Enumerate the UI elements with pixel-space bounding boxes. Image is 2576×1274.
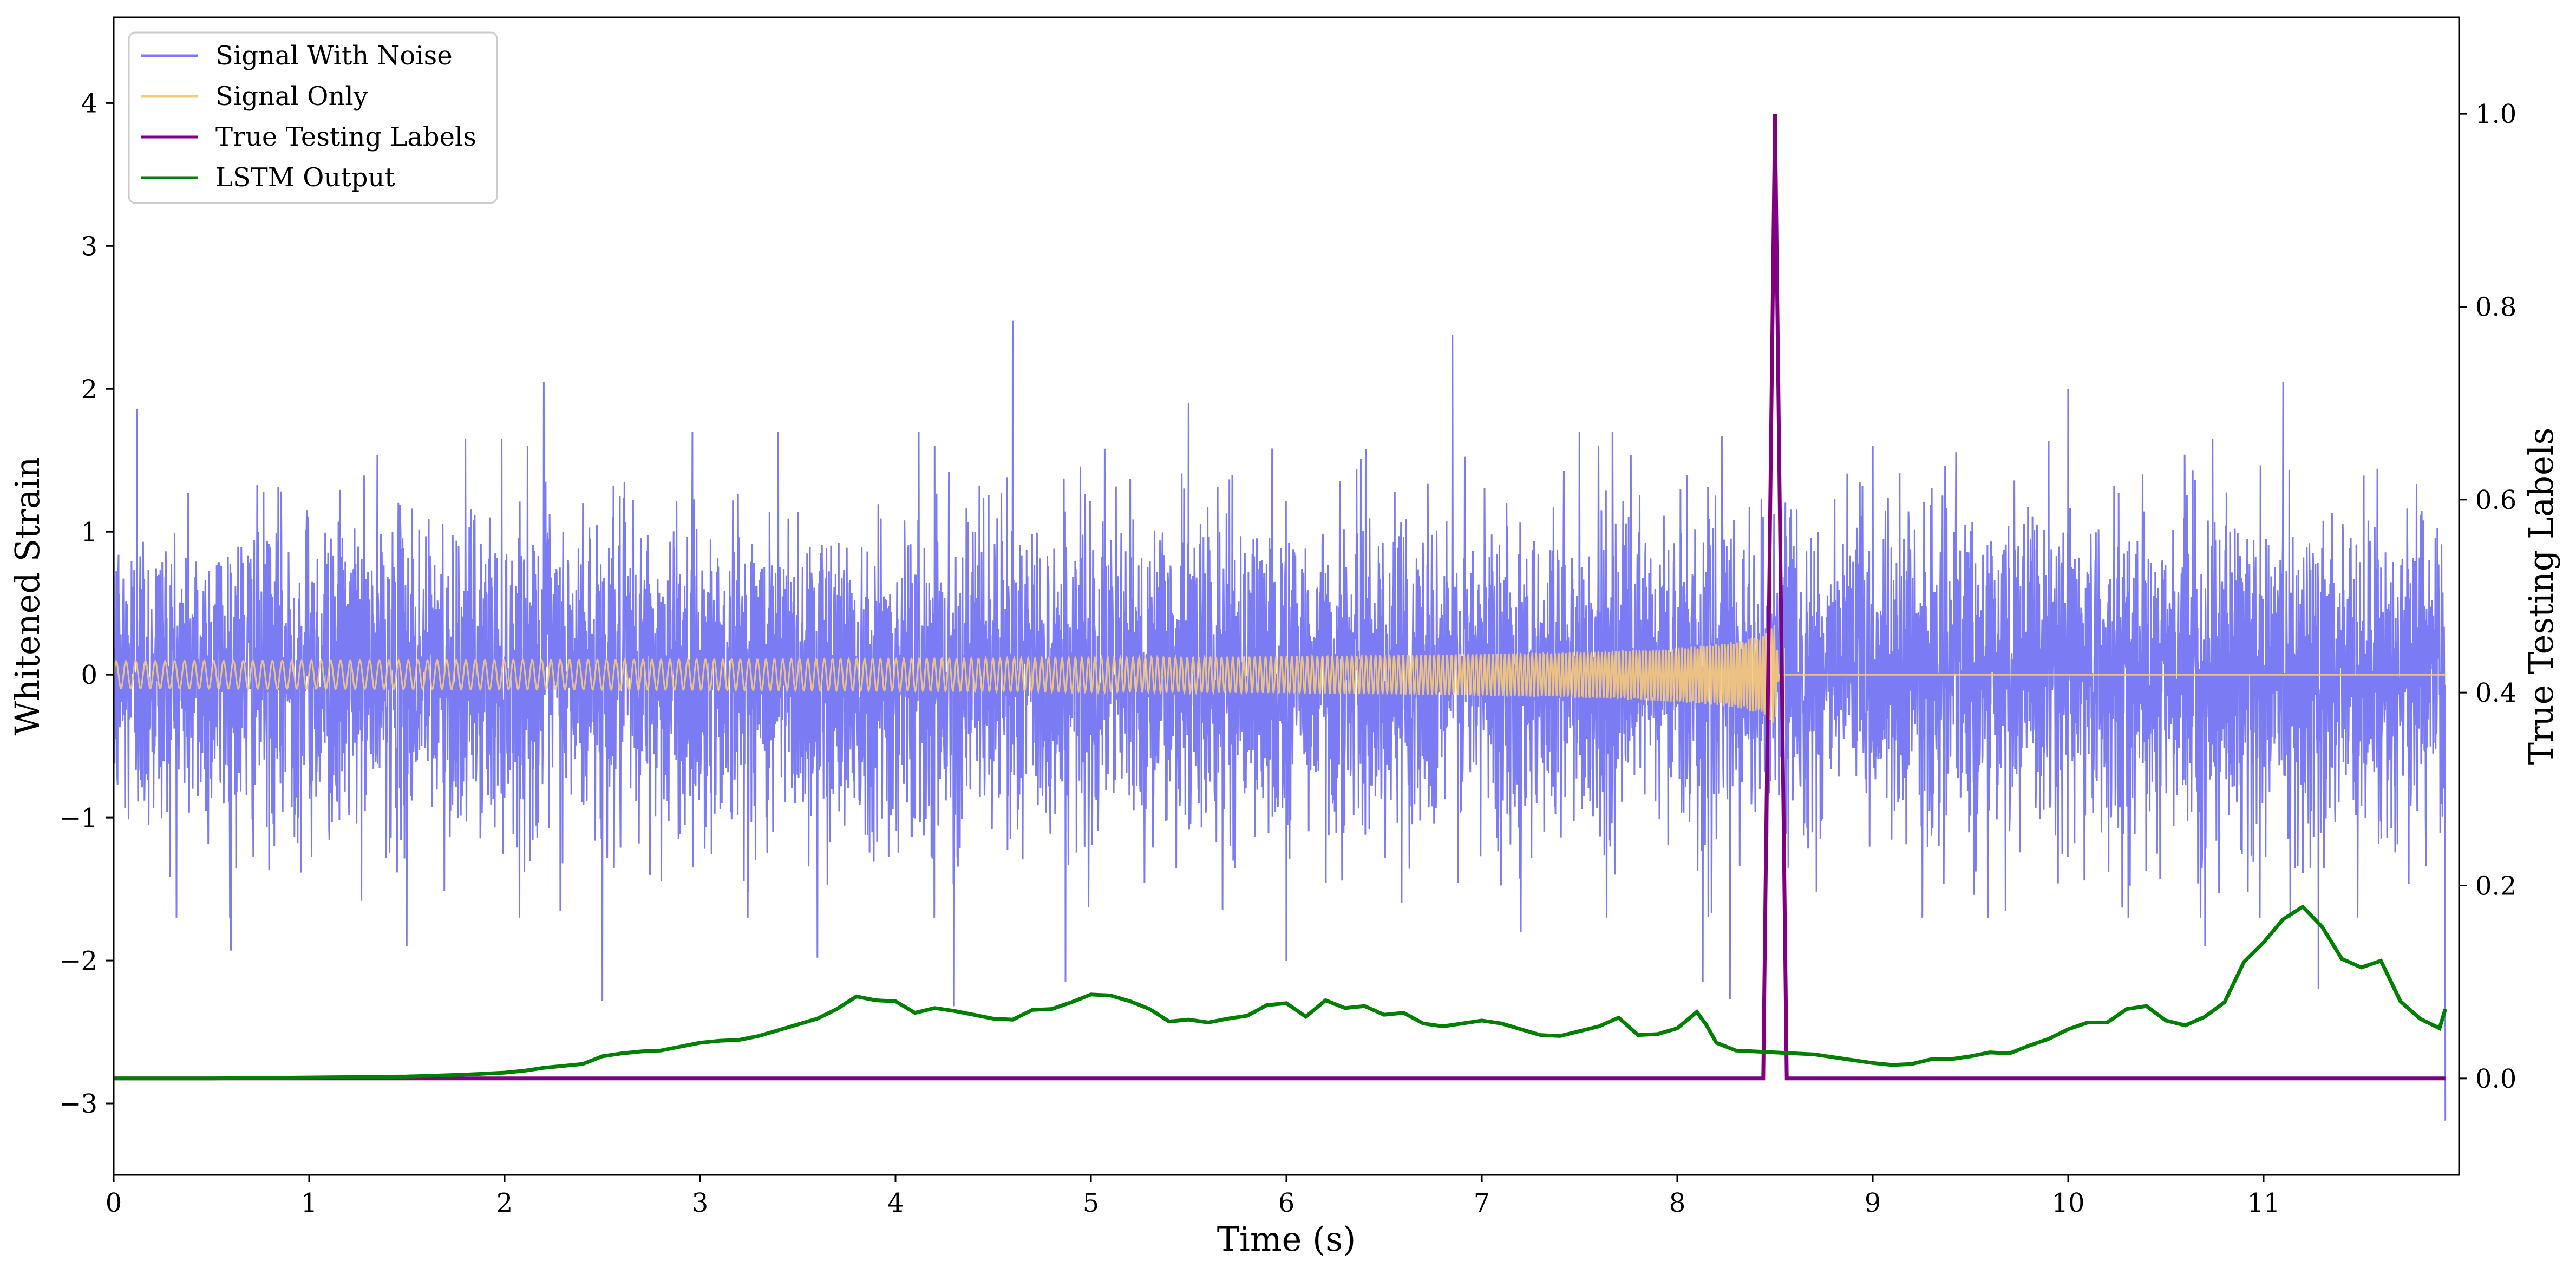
y-left-tick-label: 1 [81,517,97,547]
x-axis-ticks: 0 1 2 3 4 5 6 7 8 9 10 11 [106,1175,2280,1218]
y-left-tick-label: −2 [59,946,97,976]
x-tick-label: 10 [2051,1188,2084,1218]
legend-label-signal-only: Signal Only [215,81,368,112]
x-tick-label: 7 [1474,1188,1490,1218]
y-right-tick-label: 0.2 [2475,871,2516,901]
legend-label-true-testing-labels: True Testing Labels [215,122,476,152]
y-right-tick-label: 0.0 [2475,1064,2516,1094]
x-tick-label: 2 [496,1188,513,1218]
x-tick-label: 1 [301,1188,318,1218]
x-tick-label: 6 [1278,1188,1295,1218]
y-right-axis-ticks: 0.0 0.2 0.4 0.6 0.8 1.0 [2459,99,2516,1094]
series-signal-with-noise [114,320,2447,1121]
plot-frame [113,16,2460,1176]
x-tick-label: 5 [1083,1188,1100,1218]
y-right-tick-label: 1.0 [2475,99,2516,129]
x-tick-label: 4 [887,1188,904,1218]
x-tick-label: 11 [2247,1188,2280,1218]
series-layer [114,114,2448,1121]
y-left-tick-label: −1 [59,803,97,833]
x-tick-label: 8 [1669,1188,1686,1218]
series-lstm-output [114,904,2448,1081]
y-left-axis-ticks: −3 −2 −1 0 1 2 3 4 [59,88,114,1119]
y-left-axis-title: Whitened Strain [8,457,47,736]
legend: Signal With Noise Signal Only True Testi… [128,31,498,204]
y-left-tick-label: 4 [81,88,97,119]
legend-box [128,31,498,204]
x-tick-label: 9 [1865,1188,1881,1218]
y-left-tick-label: 0 [81,660,97,690]
x-axis-title: Time (s) [1217,1219,1356,1259]
y-left-tick-label: 3 [81,231,97,262]
y-right-axis-title: True Testing Labels [2521,428,2561,765]
series-true-testing-labels [114,114,2446,1081]
legend-label-lstm-output: LSTM Output [215,162,395,193]
y-left-tick-label: −3 [59,1089,97,1119]
series-signal-only [114,625,2446,723]
y-right-tick-label: 0.4 [2475,678,2516,708]
y-right-tick-label: 0.8 [2475,292,2516,323]
x-tick-label: 0 [106,1188,122,1218]
y-right-tick-label: 0.6 [2475,485,2516,515]
x-tick-label: 3 [692,1188,709,1218]
y-left-tick-label: 2 [81,374,97,404]
legend-label-signal-with-noise: Signal With Noise [215,41,453,71]
